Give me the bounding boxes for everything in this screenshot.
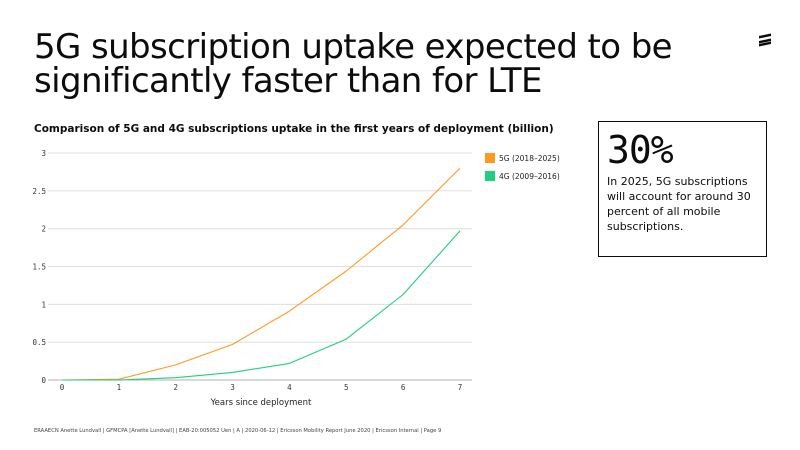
y-tick-label: 1 <box>41 300 46 309</box>
x-tick-label: 2 <box>173 383 178 392</box>
x-tick-label: 7 <box>458 383 463 392</box>
slide-footer: ERAAECN Anette Lundvall | GFMCPA [Anette… <box>34 428 442 434</box>
chart-title: Comparison of 5G and 4G subscriptions up… <box>34 123 554 135</box>
y-tick-label: 0 <box>41 376 46 385</box>
stat-description: In 2025, 5G subscriptions will account f… <box>607 175 751 233</box>
slide-title: 5G subscription uptake expected to be si… <box>34 30 674 98</box>
y-tick-label: 0.5 <box>32 338 46 347</box>
x-tick-label: 6 <box>401 383 406 392</box>
x-tick-label: 3 <box>230 383 235 392</box>
stat-value: 30% <box>607 128 674 172</box>
y-tick-label: 2.5 <box>32 187 46 196</box>
x-tick-label: 4 <box>287 383 292 392</box>
ericsson-logo-icon <box>759 33 771 47</box>
legend-item-5g: 5G (2018–2025) <box>485 152 560 164</box>
legend-label-5g: 5G (2018–2025) <box>499 153 560 163</box>
y-tick-label: 1.5 <box>32 263 46 272</box>
x-tick-label: 5 <box>344 383 349 392</box>
y-tick-label: 3 <box>41 149 46 158</box>
series-line-5g <box>61 167 461 381</box>
stat-callout-box: 30% In 2025, 5G subscriptions will accou… <box>598 121 767 257</box>
chart-legend: 5G (2018–2025) 4G (2009–2016) <box>485 152 560 188</box>
legend-swatch-5g <box>485 153 495 163</box>
x-tick-label: 1 <box>117 383 122 392</box>
legend-label-4g: 4G (2009–2016) <box>499 171 560 181</box>
series-line-4g <box>62 230 461 381</box>
legend-item-4g: 4G (2009–2016) <box>485 170 560 182</box>
y-tick-label: 2 <box>41 225 46 234</box>
x-axis-title: Years since deployment <box>210 398 312 408</box>
x-tick-label: 0 <box>60 383 65 392</box>
slide-title-line-2: significantly faster than for LTE <box>34 61 542 101</box>
legend-swatch-4g <box>485 171 495 181</box>
slide-title-line-1: 5G subscription uptake expected to be <box>34 27 673 67</box>
